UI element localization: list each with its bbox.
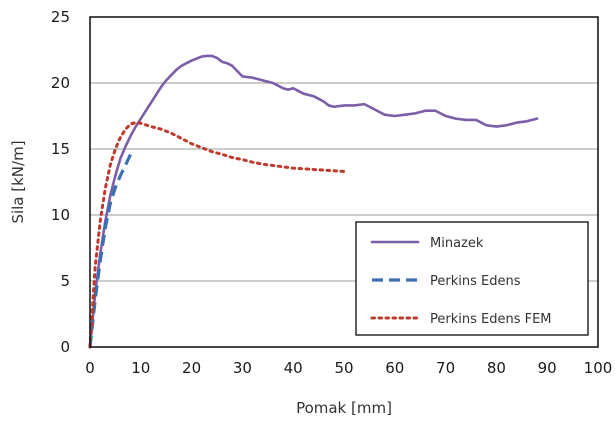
series-lines (88, 54, 539, 349)
y-tick-label: 15 (51, 140, 70, 158)
x-axis-title: Pomak [mm] (296, 399, 392, 417)
y-tick-label: 10 (51, 206, 70, 224)
x-tick-label: 90 (538, 359, 557, 377)
x-tick-label: 10 (131, 359, 150, 377)
x-tick-label: 80 (487, 359, 506, 377)
legend-label-2: Perkins Edens (430, 274, 521, 289)
series-line-2 (88, 153, 133, 348)
legend-label-1: Minazek (430, 236, 484, 251)
x-tick-label: 70 (436, 359, 455, 377)
series-line-1 (88, 54, 539, 349)
x-tick-label: 40 (284, 359, 303, 377)
y-tick-label: 5 (60, 272, 70, 290)
x-tick-label: 100 (584, 359, 613, 377)
series-line-3 (88, 121, 346, 349)
tick-labels: 0 10 20 30 40 50 60 70 80 90 100 0 5 10 15 20 25 (51, 8, 612, 377)
y-tick-label: 20 (51, 74, 70, 92)
x-tick-label: 30 (233, 359, 252, 377)
x-tick-label: 0 (85, 359, 95, 377)
y-tick-label: 25 (51, 8, 70, 26)
legend-label-3: Perkins Edens FEM (430, 312, 552, 327)
x-tick-label: 20 (182, 359, 201, 377)
plot-frame (89, 16, 599, 348)
y-axis-title: Sila [kN/m] (9, 140, 27, 223)
legend: Minazek Perkins Edens Perkins Edens FEM (355, 221, 589, 336)
y-tick-label: 0 (60, 338, 70, 356)
x-tick-label: 60 (385, 359, 404, 377)
x-tick-label: 50 (334, 359, 353, 377)
